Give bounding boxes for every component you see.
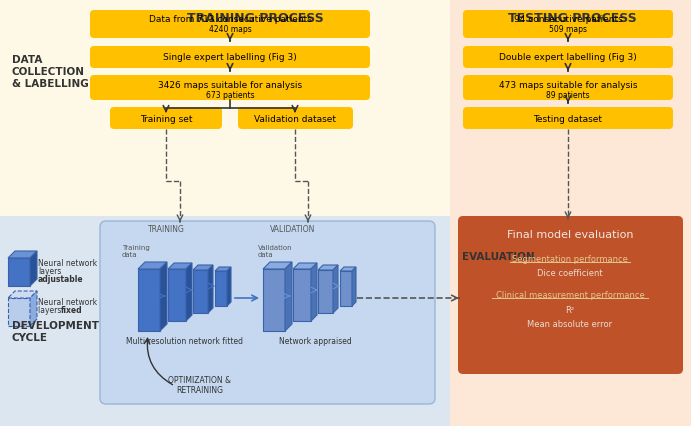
Polygon shape — [193, 271, 208, 313]
Text: Validation
data: Validation data — [258, 245, 292, 257]
Polygon shape — [30, 291, 37, 326]
Text: Data from 713 consecutive patients: Data from 713 consecutive patients — [149, 15, 312, 24]
Polygon shape — [263, 269, 285, 331]
Polygon shape — [340, 271, 352, 306]
Polygon shape — [293, 269, 311, 321]
Polygon shape — [208, 265, 213, 313]
FancyBboxPatch shape — [463, 47, 673, 69]
Text: Mean absolute error: Mean absolute error — [527, 320, 612, 329]
FancyBboxPatch shape — [238, 108, 353, 130]
Text: Validation dataset: Validation dataset — [254, 114, 336, 123]
Polygon shape — [215, 271, 227, 306]
Text: 673 patients: 673 patients — [206, 91, 254, 100]
Text: VALIDATION: VALIDATION — [270, 225, 315, 234]
FancyBboxPatch shape — [450, 0, 691, 216]
Polygon shape — [8, 291, 37, 298]
Text: fixed: fixed — [61, 306, 83, 315]
Polygon shape — [333, 265, 338, 313]
Polygon shape — [138, 262, 167, 269]
FancyBboxPatch shape — [463, 11, 673, 39]
Text: DEVELOPMENT
CYCLE: DEVELOPMENT CYCLE — [12, 320, 99, 342]
FancyBboxPatch shape — [463, 108, 673, 130]
Polygon shape — [311, 263, 317, 321]
FancyBboxPatch shape — [0, 0, 450, 216]
Polygon shape — [318, 265, 338, 271]
Text: R²: R² — [565, 306, 574, 315]
Text: DATA
COLLECTION
& LABELLING: DATA COLLECTION & LABELLING — [12, 55, 88, 88]
Polygon shape — [193, 265, 213, 271]
Polygon shape — [352, 268, 356, 306]
Text: 94 consecutive patients: 94 consecutive patients — [513, 15, 623, 24]
Text: Clinical measurement performance: Clinical measurement performance — [495, 290, 645, 299]
Text: 89 patients: 89 patients — [546, 91, 590, 100]
Text: Final model evaluation: Final model evaluation — [507, 230, 633, 239]
Text: 473 maps suitable for analysis: 473 maps suitable for analysis — [499, 81, 637, 90]
Text: layers: layers — [38, 306, 64, 315]
FancyBboxPatch shape — [0, 216, 450, 426]
Text: Single expert labelling (Fig 3): Single expert labelling (Fig 3) — [163, 53, 297, 62]
Text: TRAINING: TRAINING — [148, 225, 185, 234]
Polygon shape — [168, 269, 186, 321]
Text: Double expert labelling (Fig 3): Double expert labelling (Fig 3) — [499, 53, 637, 62]
Polygon shape — [293, 263, 317, 269]
Polygon shape — [30, 251, 37, 286]
Polygon shape — [227, 268, 231, 306]
FancyBboxPatch shape — [458, 216, 683, 374]
Text: TRAINING PROCESS: TRAINING PROCESS — [187, 12, 323, 25]
Polygon shape — [8, 298, 30, 326]
Text: Multi-resolution network fitted: Multi-resolution network fitted — [126, 336, 243, 345]
Text: Network appraised: Network appraised — [278, 336, 352, 345]
FancyBboxPatch shape — [90, 47, 370, 69]
Polygon shape — [186, 263, 192, 321]
Text: Training set: Training set — [140, 114, 192, 123]
Polygon shape — [285, 262, 292, 331]
FancyBboxPatch shape — [90, 76, 370, 101]
Text: OPTIMIZATION &
RETRAINING: OPTIMIZATION & RETRAINING — [169, 375, 231, 394]
FancyBboxPatch shape — [463, 76, 673, 101]
Text: adjustable: adjustable — [38, 274, 84, 283]
Text: 509 maps: 509 maps — [549, 26, 587, 35]
Polygon shape — [318, 271, 333, 313]
Polygon shape — [263, 262, 292, 269]
Text: EVALUATION: EVALUATION — [462, 251, 535, 262]
FancyBboxPatch shape — [450, 216, 691, 426]
Polygon shape — [8, 251, 37, 259]
Polygon shape — [138, 269, 160, 331]
Text: Training
data: Training data — [122, 245, 150, 257]
Text: Segmentation performance: Segmentation performance — [512, 254, 628, 263]
Polygon shape — [215, 268, 231, 271]
Polygon shape — [160, 262, 167, 331]
Text: TESTING PROCESS: TESTING PROCESS — [508, 12, 636, 25]
Text: 3426 maps suitable for analysis: 3426 maps suitable for analysis — [158, 81, 302, 90]
Text: Dice coefficient: Dice coefficient — [537, 268, 603, 277]
Polygon shape — [8, 259, 30, 286]
FancyBboxPatch shape — [90, 11, 370, 39]
FancyBboxPatch shape — [100, 222, 435, 404]
FancyBboxPatch shape — [110, 108, 222, 130]
Text: Neural network: Neural network — [38, 298, 97, 307]
Text: 4240 maps: 4240 maps — [209, 26, 252, 35]
Polygon shape — [168, 263, 192, 269]
Text: Neural network: Neural network — [38, 258, 97, 267]
Text: Testing dataset: Testing dataset — [533, 114, 603, 123]
Text: layers: layers — [38, 266, 61, 275]
Polygon shape — [340, 268, 356, 271]
